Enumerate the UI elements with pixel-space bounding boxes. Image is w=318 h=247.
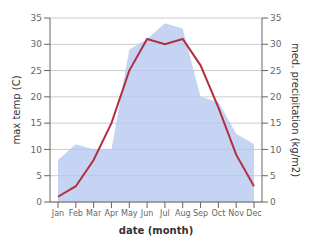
svg-text:0: 0 bbox=[36, 197, 42, 207]
svg-text:30: 30 bbox=[270, 39, 282, 49]
svg-text:Dec: Dec bbox=[246, 209, 261, 218]
svg-text:Jan: Jan bbox=[51, 209, 64, 218]
svg-text:10: 10 bbox=[270, 145, 282, 155]
svg-text:Sep: Sep bbox=[193, 209, 208, 218]
svg-text:30: 30 bbox=[31, 39, 43, 49]
svg-text:med. precipitation (kg/m2): med. precipitation (kg/m2) bbox=[290, 43, 301, 177]
svg-text:25: 25 bbox=[31, 66, 42, 76]
svg-text:10: 10 bbox=[31, 145, 43, 155]
svg-text:5: 5 bbox=[36, 171, 42, 181]
svg-text:35: 35 bbox=[31, 13, 42, 23]
svg-text:Oct: Oct bbox=[211, 209, 225, 218]
svg-text:date (month): date (month) bbox=[119, 225, 193, 236]
svg-text:Apr: Apr bbox=[105, 209, 120, 218]
svg-text:Jun: Jun bbox=[140, 209, 154, 218]
svg-text:Aug: Aug bbox=[175, 209, 191, 218]
svg-text:20: 20 bbox=[270, 92, 282, 102]
svg-text:15: 15 bbox=[31, 118, 42, 128]
svg-text:Nov: Nov bbox=[228, 209, 244, 218]
svg-text:5: 5 bbox=[270, 171, 276, 181]
svg-text:35: 35 bbox=[270, 13, 281, 23]
svg-text:15: 15 bbox=[270, 118, 281, 128]
svg-text:Mar: Mar bbox=[86, 209, 102, 218]
svg-text:May: May bbox=[121, 209, 138, 218]
svg-text:max temp (C): max temp (C) bbox=[11, 75, 22, 144]
svg-text:Jul: Jul bbox=[159, 209, 170, 218]
svg-text:20: 20 bbox=[31, 92, 43, 102]
svg-text:Feb: Feb bbox=[69, 209, 83, 218]
svg-text:0: 0 bbox=[270, 197, 276, 207]
svg-text:25: 25 bbox=[270, 66, 281, 76]
